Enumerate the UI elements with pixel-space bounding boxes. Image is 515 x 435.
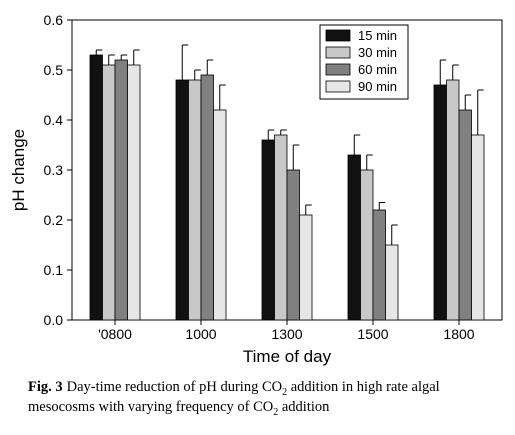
y-tick-label: 0.4 xyxy=(44,112,64,128)
bar xyxy=(446,79,460,321)
bar xyxy=(175,79,189,321)
bar xyxy=(372,209,386,321)
figure-caption: Fig. 3 Day-time reduction of pH during CO… xyxy=(28,377,498,417)
error-bars-group xyxy=(95,44,484,245)
legend-label: 15 min xyxy=(358,28,397,43)
x-tick-label: 1500 xyxy=(357,326,388,342)
bar-chart: 0.0 0.1 0.2 0.3 0.4 0.5 0.6 '0800 1000 1300 1500 18… xyxy=(9,12,503,366)
bar xyxy=(188,79,202,321)
bar xyxy=(127,64,141,321)
legend-swatch xyxy=(325,63,351,76)
y-tick-label: 0.6 xyxy=(44,12,64,28)
bar xyxy=(286,169,300,321)
legend-label: 90 min xyxy=(358,79,397,94)
bar xyxy=(471,134,485,321)
x-tick-label: 1800 xyxy=(443,326,474,342)
bar xyxy=(89,54,103,321)
caption-sub-1: 2 xyxy=(282,386,288,398)
bar xyxy=(385,244,399,321)
bar xyxy=(433,84,447,321)
x-tick-label: 1300 xyxy=(271,326,302,342)
x-tick-label: '0800 xyxy=(98,326,132,342)
x-axis-title: Time of day xyxy=(243,347,332,366)
bar xyxy=(261,139,275,321)
legend-swatch xyxy=(325,29,351,42)
caption-text-3: addition xyxy=(278,399,330,415)
bar xyxy=(114,59,128,321)
legend-swatch xyxy=(325,46,351,59)
bar xyxy=(458,109,472,321)
bar xyxy=(274,134,288,321)
figure-label: Fig. 3 xyxy=(28,379,63,395)
bar xyxy=(102,64,116,321)
y-tick-label: 0.3 xyxy=(44,162,64,178)
y-tick-label: 0.2 xyxy=(44,212,64,228)
y-tick-label: 0.0 xyxy=(44,312,64,328)
legend: 15 min 30 min 60 min 90 min xyxy=(319,24,409,100)
caption-text-1: Day-time reduction of pH during CO xyxy=(66,379,283,395)
bar xyxy=(347,154,361,321)
y-tick-label: 0.5 xyxy=(44,62,64,78)
bar xyxy=(360,169,374,321)
bar xyxy=(200,74,214,321)
bar xyxy=(299,214,313,321)
bar xyxy=(213,109,227,321)
x-tick-label: 1000 xyxy=(185,326,216,342)
caption-text-2: addition in high rate algal mesocosms wi… xyxy=(28,379,440,415)
legend-label: 30 min xyxy=(358,45,397,60)
caption-sub-2: 2 xyxy=(273,406,279,418)
tick-labels: 0.0 0.1 0.2 0.3 0.4 0.5 0.6 '0800 1000 1300 1500 18… xyxy=(44,12,475,342)
y-tick-label: 0.1 xyxy=(44,262,64,278)
legend-label: 60 min xyxy=(358,62,397,77)
bars-group xyxy=(89,54,485,321)
y-axis-title: pH change xyxy=(9,129,28,211)
legend-swatch xyxy=(325,80,351,93)
